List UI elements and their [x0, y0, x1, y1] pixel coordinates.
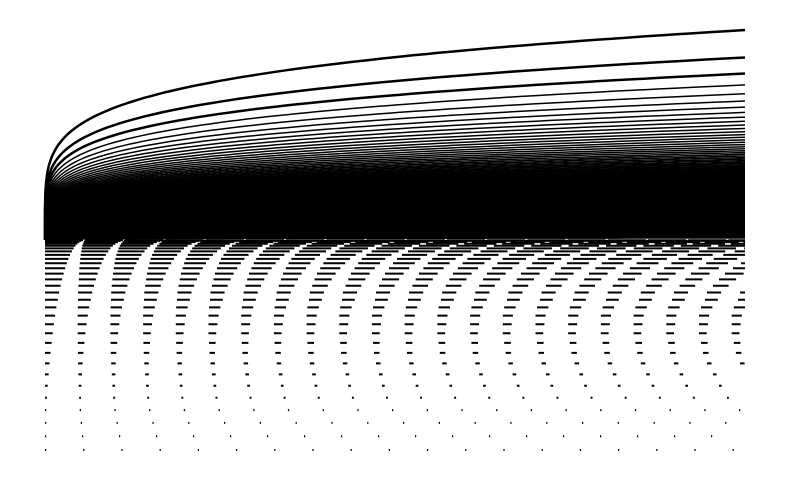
curve [44, 111, 746, 241]
curve [43, 72, 746, 241]
curve [44, 153, 746, 241]
curve [43, 56, 746, 241]
curve [44, 120, 746, 241]
curve [44, 84, 746, 241]
curve [44, 100, 746, 241]
curve [44, 151, 746, 241]
curve [44, 143, 746, 241]
curve [44, 106, 746, 241]
curve [44, 93, 746, 241]
curve [44, 133, 746, 241]
curve [43, 28, 746, 241]
curve [44, 145, 746, 241]
curve [44, 141, 746, 241]
curve [44, 139, 746, 241]
curve [44, 237, 745, 241]
curve [44, 124, 746, 241]
curves [43, 28, 746, 241]
curve [44, 116, 746, 241]
curve [44, 149, 746, 241]
dotted-lines [45, 239, 745, 451]
curve [44, 136, 746, 241]
curve [44, 130, 746, 241]
curve [44, 127, 746, 241]
curve [44, 147, 746, 241]
